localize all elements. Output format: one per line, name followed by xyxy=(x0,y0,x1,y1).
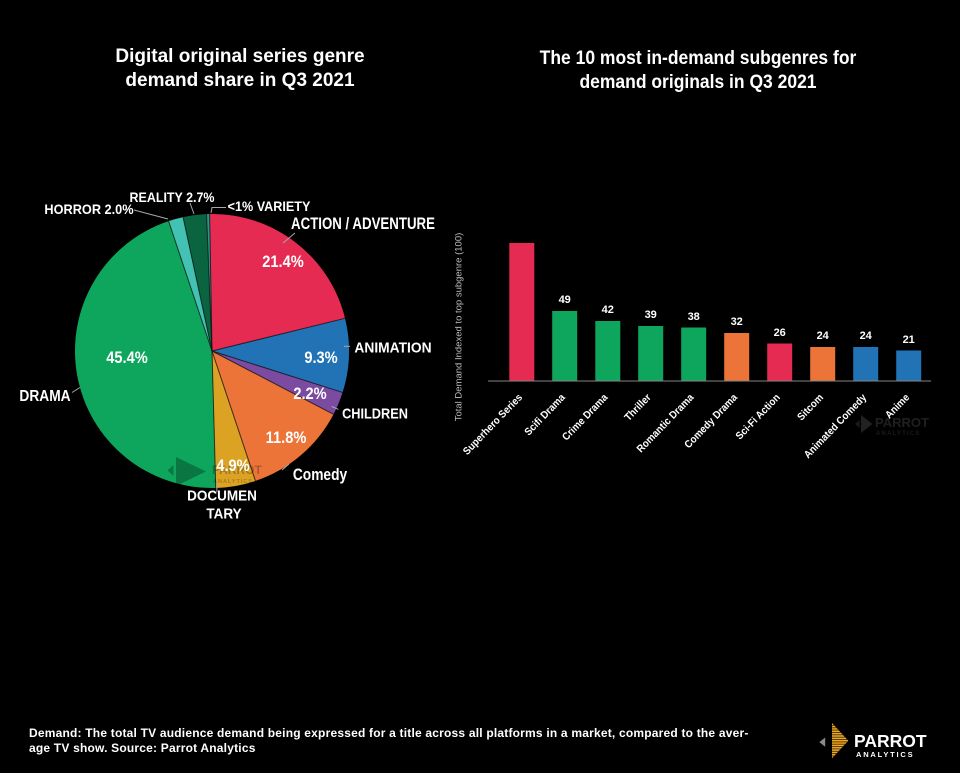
svg-text:PARROT: PARROT xyxy=(875,415,929,430)
svg-text:ANALYTICS: ANALYTICS xyxy=(213,479,253,485)
svg-text:PARROT: PARROT xyxy=(212,463,262,477)
svg-text:ANALYTICS: ANALYTICS xyxy=(876,431,921,437)
